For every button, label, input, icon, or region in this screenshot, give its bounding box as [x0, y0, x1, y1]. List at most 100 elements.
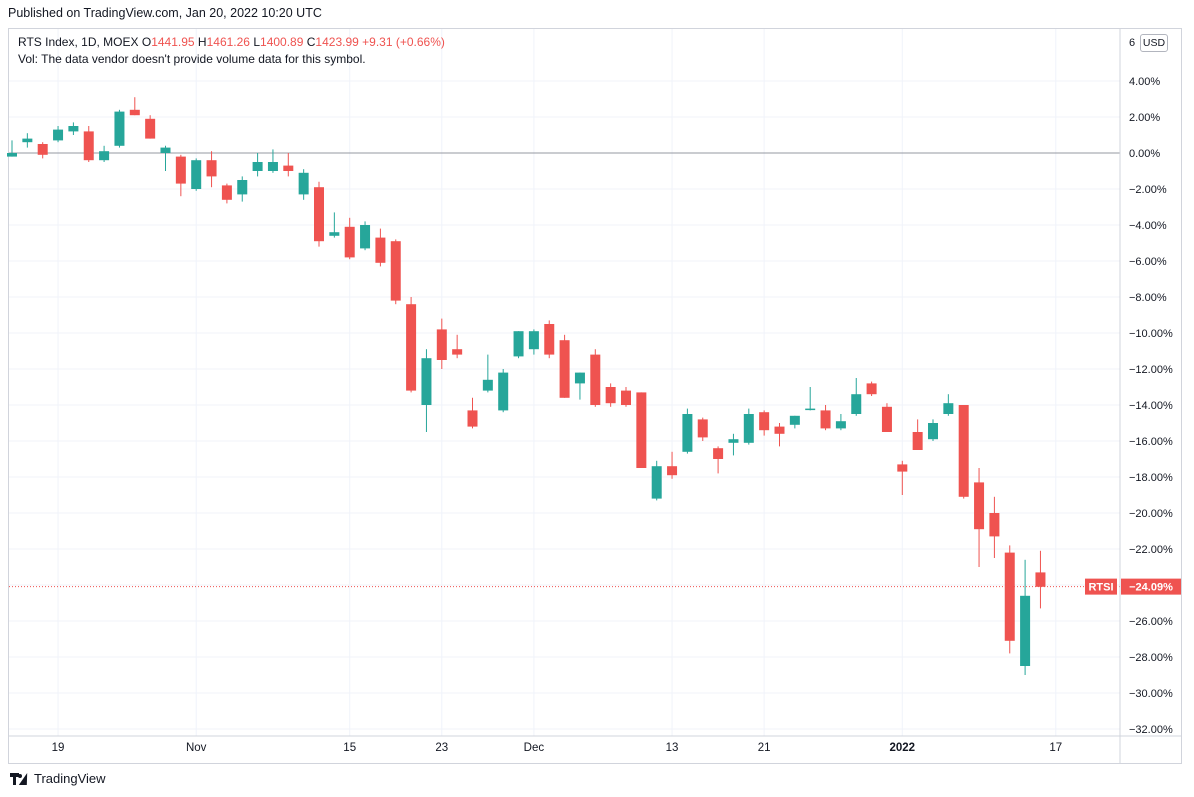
y-tick-label: −32.00%: [1129, 724, 1173, 736]
candle-body: [145, 118, 156, 139]
candle[interactable]: [467, 397, 478, 429]
currency-button[interactable]: USD: [1140, 34, 1168, 52]
candle[interactable]: [728, 433, 739, 456]
candle[interactable]: [974, 468, 985, 567]
candle[interactable]: [559, 334, 570, 398]
candle[interactable]: [436, 318, 447, 369]
candle-body: [329, 232, 340, 236]
candle[interactable]: [820, 405, 831, 431]
candle[interactable]: [252, 153, 263, 177]
candle[interactable]: [805, 387, 816, 411]
y-axis[interactable]: 4.00% 2.00% 0.00% −2.00% −4.00% −6.00% −8.00% −…: [1119, 29, 1173, 764]
candle[interactable]: [22, 133, 33, 148]
candle-body: [528, 331, 539, 350]
legend-change: +9.31 (+0.66%): [362, 35, 445, 49]
candle-body: [436, 329, 447, 360]
candle[interactable]: [590, 349, 601, 407]
candle[interactable]: [528, 329, 539, 355]
candle[interactable]: [513, 331, 524, 359]
candle[interactable]: [53, 126, 64, 143]
candle[interactable]: [7, 140, 17, 157]
candle[interactable]: [314, 181, 324, 247]
legend-high-label: H: [197, 35, 207, 49]
candle-body: [7, 153, 17, 157]
candle[interactable]: [37, 142, 48, 159]
candle[interactable]: [897, 460, 908, 495]
candle-body: [1035, 572, 1046, 587]
y-tick-label: −4.00%: [1129, 220, 1167, 232]
symbol-tag-bg: [1085, 578, 1117, 595]
candle[interactable]: [851, 378, 862, 416]
candle[interactable]: [421, 349, 432, 432]
candle-body: [53, 129, 64, 141]
candle[interactable]: [237, 176, 248, 202]
candle[interactable]: [636, 392, 647, 468]
candle[interactable]: [498, 369, 509, 413]
candle[interactable]: [452, 334, 463, 359]
candle[interactable]: [651, 460, 662, 501]
y-tick-label: −16.00%: [1129, 436, 1173, 448]
candle[interactable]: [99, 145, 110, 162]
candle[interactable]: [406, 297, 417, 393]
x-axis[interactable]: 19Nov1523Dec1321202217Fe: [9, 735, 1194, 754]
candle[interactable]: [191, 158, 202, 191]
candle[interactable]: [283, 153, 294, 177]
candle[interactable]: [928, 419, 938, 441]
candle[interactable]: [835, 414, 846, 431]
candle[interactable]: [221, 183, 232, 204]
candle-body: [805, 408, 816, 411]
candle-body: [467, 410, 478, 427]
candle[interactable]: [267, 149, 278, 173]
candle[interactable]: [344, 217, 355, 260]
candle[interactable]: [774, 423, 785, 447]
candle[interactable]: [958, 405, 969, 499]
candle-body: [881, 406, 892, 432]
candle-body: [636, 392, 647, 468]
candle[interactable]: [329, 212, 340, 238]
candle[interactable]: [145, 115, 156, 139]
tradingview-logo-icon: [10, 772, 32, 785]
candle[interactable]: [621, 387, 631, 407]
candle-body: [360, 225, 371, 249]
candle[interactable]: [83, 126, 94, 162]
candle[interactable]: [68, 122, 79, 135]
candle[interactable]: [866, 381, 877, 396]
candle[interactable]: [682, 408, 693, 454]
candle[interactable]: [912, 419, 923, 450]
candle[interactable]: [1020, 559, 1031, 675]
candle[interactable]: [1035, 550, 1046, 609]
candle[interactable]: [482, 354, 493, 393]
candle[interactable]: [129, 97, 140, 116]
candle[interactable]: [1004, 545, 1015, 654]
candle[interactable]: [375, 228, 386, 267]
legend-close-value: 1423.99: [315, 35, 359, 49]
candle[interactable]: [605, 383, 616, 407]
candle[interactable]: [114, 109, 125, 148]
candle[interactable]: [759, 410, 770, 436]
candle[interactable]: [390, 239, 401, 305]
candle[interactable]: [206, 151, 217, 188]
candle[interactable]: [713, 446, 724, 474]
candle[interactable]: [743, 408, 754, 445]
legend-open-label: O: [141, 35, 152, 49]
candle-body: [160, 147, 171, 153]
candle-body: [513, 331, 524, 357]
candle[interactable]: [360, 221, 371, 251]
y-tick-label: −8.00%: [1129, 292, 1167, 304]
candle-body: [237, 180, 248, 195]
legend-open-value: 1441.95: [151, 35, 195, 49]
candle[interactable]: [574, 372, 585, 400]
candle[interactable]: [175, 154, 186, 197]
candle[interactable]: [298, 169, 309, 200]
candle[interactable]: [697, 417, 708, 441]
candle[interactable]: [943, 394, 954, 416]
candle[interactable]: [667, 451, 678, 479]
candle[interactable]: [544, 320, 555, 359]
candle[interactable]: [160, 145, 171, 171]
footer-brand[interactable]: TradingView: [10, 771, 106, 786]
candle[interactable]: [989, 496, 1000, 558]
legend-symbol[interactable]: RTS Index, 1D, MOEX: [18, 35, 139, 49]
candle[interactable]: [789, 415, 800, 429]
candle[interactable]: [881, 403, 892, 432]
